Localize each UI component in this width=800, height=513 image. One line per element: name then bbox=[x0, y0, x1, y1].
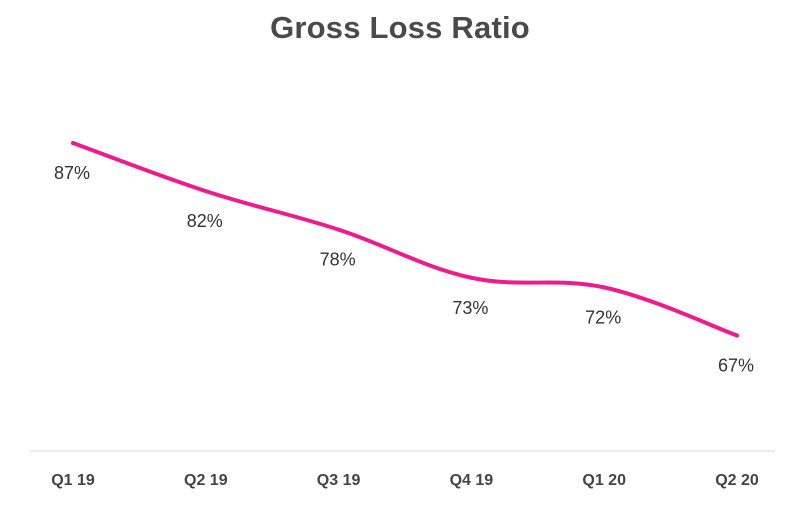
x-tick-label-6: Q2 20 bbox=[715, 472, 759, 489]
data-label-layer: 87% 82% 78% 73% 72% 67% bbox=[54, 163, 754, 376]
data-point-3 bbox=[336, 227, 341, 232]
data-label-5: 72% bbox=[585, 307, 621, 327]
data-label-4: 73% bbox=[452, 298, 488, 318]
data-point-2 bbox=[203, 189, 208, 194]
series-layer bbox=[71, 141, 739, 338]
data-point-4 bbox=[469, 275, 474, 280]
data-label-2: 82% bbox=[187, 211, 223, 231]
series-line bbox=[71, 141, 739, 338]
x-tick-label-2: Q2 19 bbox=[184, 472, 228, 489]
data-label-3: 78% bbox=[320, 250, 356, 270]
data-label-6: 67% bbox=[718, 356, 754, 376]
data-point-5 bbox=[602, 285, 607, 290]
x-tick-label-5: Q1 20 bbox=[582, 472, 626, 489]
x-tick-label-4: Q4 19 bbox=[450, 472, 494, 489]
data-label-1: 87% bbox=[54, 163, 90, 183]
data-point-1 bbox=[71, 141, 75, 145]
x-tick-label-1: Q1 19 bbox=[51, 472, 95, 489]
x-tick-layer: Q1 19 Q2 19 Q3 19 Q4 19 Q1 20 Q2 20 bbox=[51, 472, 759, 489]
x-tick-label-3: Q3 19 bbox=[317, 472, 361, 489]
chart-title: Gross Loss Ratio bbox=[270, 10, 530, 45]
data-point-6 bbox=[735, 333, 739, 338]
